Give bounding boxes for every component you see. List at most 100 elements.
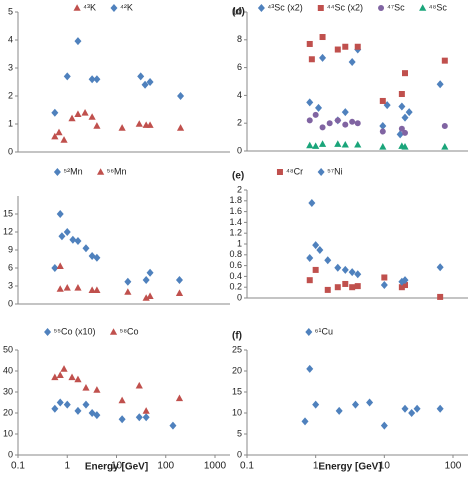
- point: [306, 40, 313, 47]
- point: [68, 114, 76, 122]
- point: [354, 283, 361, 290]
- point: [312, 266, 319, 273]
- point: [308, 198, 316, 207]
- point: [319, 34, 326, 41]
- point: [436, 404, 444, 413]
- point: [402, 70, 409, 77]
- point: [137, 72, 145, 81]
- point: [146, 78, 154, 86]
- y-tick-label: 50: [3, 344, 13, 354]
- legend-label: ⁵⁷Ni: [327, 166, 343, 176]
- point: [306, 254, 314, 263]
- point: [398, 102, 406, 111]
- point: [142, 294, 150, 301]
- point: [354, 120, 361, 127]
- legend-marker: [110, 4, 118, 12]
- point: [82, 400, 90, 409]
- point: [146, 268, 154, 277]
- point: [312, 111, 319, 118]
- legend-marker: [53, 168, 61, 176]
- y-tick-label: 0: [8, 298, 13, 308]
- y-tick-label: 10: [232, 6, 242, 16]
- point: [142, 276, 150, 284]
- y-tick-label: 1.8: [229, 195, 242, 205]
- panel-label: (d): [232, 7, 245, 18]
- point: [74, 110, 82, 117]
- point: [176, 124, 185, 131]
- point: [175, 394, 184, 402]
- point: [56, 262, 64, 269]
- point: [306, 141, 314, 149]
- point: [175, 289, 184, 296]
- legend-label: ⁵⁸Co: [120, 326, 139, 336]
- y-tick-label: 0.4: [229, 271, 242, 281]
- point: [175, 276, 183, 284]
- legend-label: ⁴³Sc (x2): [267, 2, 302, 12]
- point: [93, 75, 101, 84]
- point: [318, 140, 327, 147]
- point: [51, 108, 59, 117]
- x-tick-label: 1000: [204, 461, 227, 472]
- y-tick-label: 1: [8, 118, 13, 128]
- point: [342, 121, 349, 128]
- y-tick-label: 8: [237, 34, 242, 44]
- point: [118, 396, 126, 404]
- point: [56, 398, 64, 407]
- point: [437, 293, 444, 300]
- x-axis-label: Energy [GeV]: [85, 462, 148, 473]
- x-tick-label: 0.1: [11, 461, 25, 472]
- y-tick-label: 2: [237, 118, 242, 128]
- point: [341, 108, 349, 117]
- point: [82, 244, 90, 253]
- y-tick-label: 0.6: [229, 260, 242, 270]
- point: [63, 400, 71, 409]
- point: [441, 57, 448, 64]
- point: [306, 117, 313, 124]
- point: [88, 286, 96, 293]
- point: [51, 404, 59, 413]
- y-tick-label: 0: [237, 449, 242, 459]
- point: [349, 118, 356, 125]
- y-tick-label: 40: [3, 365, 13, 375]
- point: [177, 92, 185, 100]
- point: [366, 398, 374, 407]
- legend-marker: [317, 5, 324, 11]
- legend-marker: [317, 168, 325, 176]
- y-tick-label: 3: [8, 280, 13, 290]
- point: [146, 292, 154, 299]
- point: [63, 284, 71, 291]
- point: [334, 263, 342, 272]
- point: [56, 285, 64, 292]
- point: [401, 276, 409, 285]
- point: [135, 381, 143, 389]
- point: [63, 72, 71, 81]
- y-tick-label: 0.2: [229, 282, 242, 292]
- y-tick-label: 10: [232, 407, 242, 417]
- panel-label: (f): [232, 331, 242, 342]
- legend-label: ⁵⁵Co (x10): [54, 326, 96, 336]
- legend-label: ⁵⁶Mn: [107, 166, 127, 176]
- point: [60, 136, 68, 143]
- y-tick-label: 5: [237, 428, 242, 438]
- legend-label: ⁴³K: [83, 2, 96, 12]
- x-tick-label: 100: [445, 461, 462, 472]
- point: [306, 364, 314, 373]
- point: [405, 108, 413, 117]
- point: [82, 384, 90, 391]
- legend-marker: [419, 4, 427, 11]
- point: [74, 284, 82, 291]
- point: [68, 373, 76, 381]
- point: [335, 406, 343, 415]
- point: [312, 142, 320, 149]
- point: [316, 245, 324, 254]
- panel-label: (e): [232, 171, 244, 182]
- y-tick-label: 1.4: [229, 217, 242, 227]
- point: [402, 282, 409, 289]
- point: [348, 58, 356, 67]
- point: [74, 375, 82, 383]
- point: [135, 120, 143, 127]
- point: [88, 113, 96, 120]
- point: [58, 232, 66, 241]
- point: [408, 409, 416, 417]
- point: [56, 210, 64, 218]
